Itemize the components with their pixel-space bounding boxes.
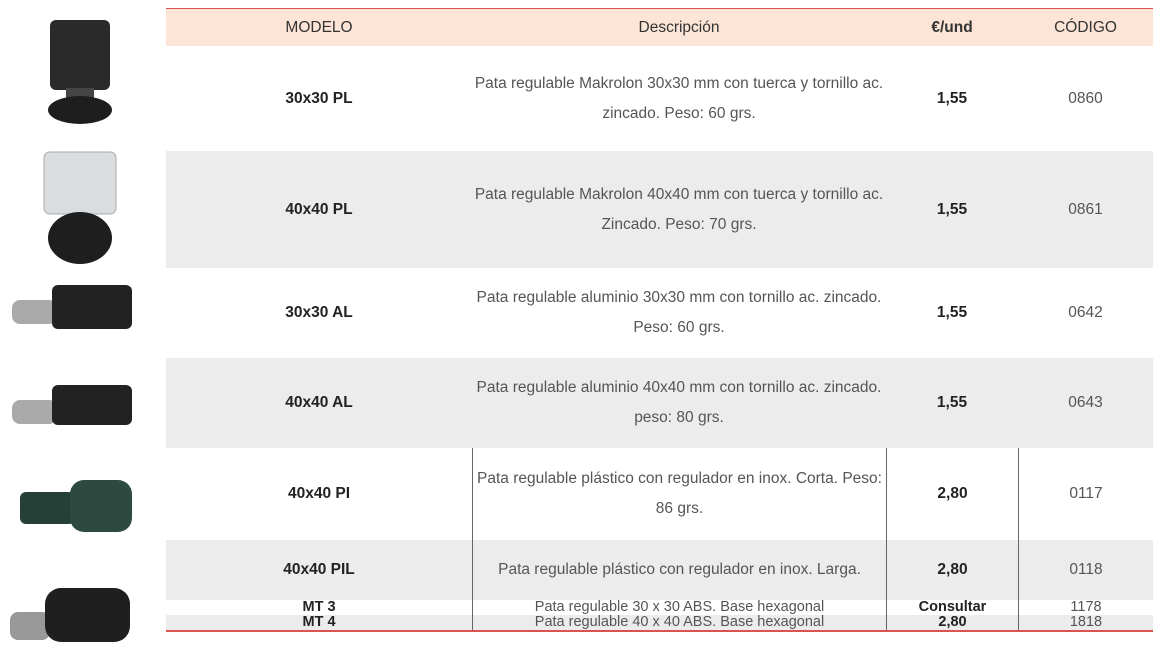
header-cell: CÓDIGO — [1054, 19, 1117, 36]
model: 40x40 PI — [287, 485, 351, 502]
description: Pata regulable 30 x 30 ABS. Base hexagon… — [472, 600, 886, 615]
description: Pata regulable 40 x 40 ABS. Base hexagon… — [472, 615, 886, 630]
model: 40x40 AL — [285, 394, 353, 411]
model: 30x30 PL — [285, 89, 353, 107]
header-cell: Descripción — [638, 19, 720, 36]
product-image — [20, 480, 132, 532]
header-cell: MODELO — [285, 19, 353, 36]
price: 1,55 — [936, 89, 968, 107]
table-row: 40x40 PIL Pata regulable plástico con reg… — [166, 540, 1153, 600]
description: Pata regulable aluminio 40x40 mm con tor… — [476, 379, 882, 426]
description: Pata regulable Makrolon 30x30 mm con tue… — [474, 74, 884, 122]
product-images — [10, 20, 132, 642]
header-cell: €/und — [931, 19, 973, 36]
code: 1818 — [1018, 615, 1153, 630]
table-row: 40x40 PL Pata regulable Makrolon 40x40 mm… — [166, 151, 1153, 268]
price: 1,55 — [936, 200, 968, 218]
table-row: MT 4 Pata regulable 40 x 40 ABS. Base hex… — [166, 615, 1153, 630]
product-image — [12, 385, 132, 425]
code: 0860 — [1068, 89, 1103, 107]
price: 2,80 — [886, 615, 1018, 630]
code: 0642 — [1068, 304, 1103, 321]
code: 0861 — [1068, 200, 1103, 218]
code: 0643 — [1068, 394, 1103, 411]
header-row: MODELO Descripción €/und CÓDIGO — [166, 8, 1153, 47]
price: 1,55 — [936, 394, 968, 411]
model: 40x40 PL — [285, 200, 353, 218]
code: 1178 — [1018, 600, 1153, 615]
model: 40x40 PIL — [283, 561, 355, 578]
model: MT 3 — [302, 599, 336, 615]
product-image — [10, 588, 130, 642]
product-image — [12, 285, 132, 329]
table-row: 40x40 PI Pata regulable plástico con regu… — [166, 448, 1153, 540]
price: 2,80 — [886, 448, 1018, 540]
price: 1,55 — [936, 304, 968, 321]
code: 0118 — [1018, 540, 1153, 600]
table-row: MT 3 Pata regulable 30 x 30 ABS. Base hex… — [166, 600, 1153, 615]
price: Consultar — [886, 600, 1018, 615]
table-row: 40x40 AL Pata regulable aluminio 40x40 mm… — [166, 358, 1153, 448]
description: Pata regulable Makrolon 40x40 mm con tue… — [474, 185, 884, 233]
model: MT 4 — [302, 614, 336, 630]
description: Pata regulable plástico con regulador en… — [472, 540, 886, 600]
description: Pata regulable plástico con regulador en… — [472, 448, 886, 540]
product-image — [48, 20, 112, 124]
table-row: 30x30 AL Pata regulable aluminio 30x30 mm… — [166, 268, 1153, 358]
table-row: 30x30 PL Pata regulable Makrolon 30x30 mm… — [166, 46, 1153, 151]
bottom-rule — [166, 630, 1153, 632]
model: 30x30 AL — [285, 304, 353, 321]
price: 2,80 — [886, 540, 1018, 600]
code: 0117 — [1018, 448, 1153, 540]
product-image — [43, 151, 117, 264]
description: Pata regulable aluminio 30x30 mm con tor… — [476, 289, 882, 336]
